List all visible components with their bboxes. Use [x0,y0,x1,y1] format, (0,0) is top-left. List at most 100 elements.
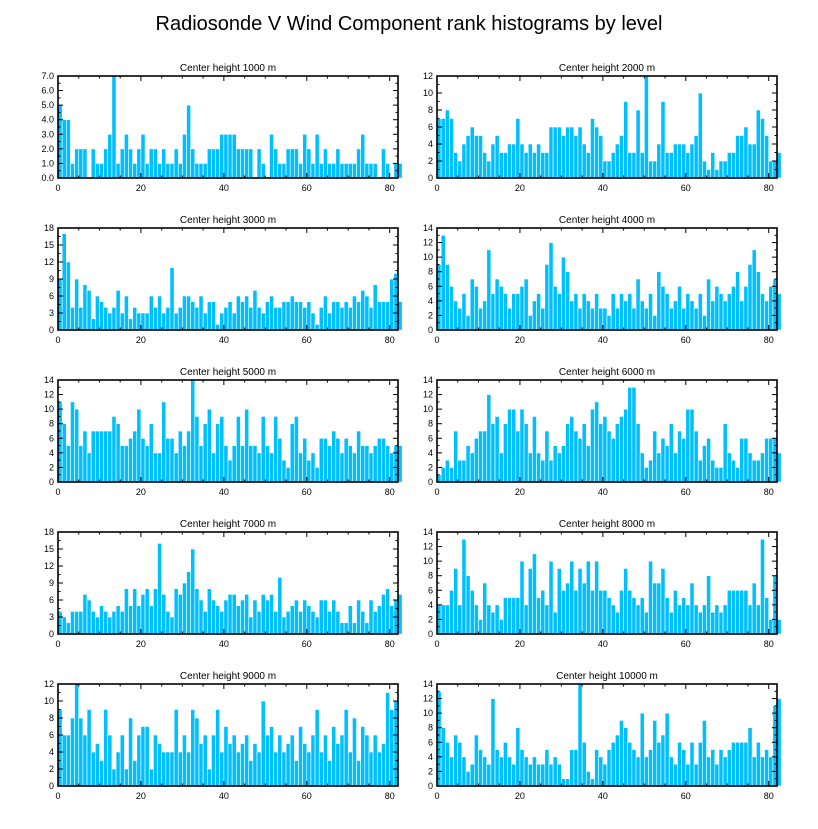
y-tick-label: 0 [428,325,433,335]
bar [389,605,395,635]
bar [360,133,366,179]
bar [339,734,345,787]
bar [490,293,496,331]
bar [231,133,237,179]
bar [585,300,591,331]
bar [198,599,204,635]
bar [515,118,521,179]
bar [731,459,736,483]
bar [194,163,200,179]
bar [244,295,250,331]
bar [227,133,233,179]
bar [677,604,682,635]
bar [99,760,104,787]
bar [494,749,500,787]
bar [310,611,316,635]
bar [107,616,113,635]
bar [673,143,678,179]
bar [82,148,88,179]
bar [289,734,295,787]
bar [755,604,761,635]
bar [310,312,316,331]
bar [548,126,554,179]
bar [536,143,541,179]
bar [82,594,88,635]
y-tick-label: 10 [423,708,433,718]
bar [519,285,525,331]
bar [465,771,471,787]
bar [215,423,221,483]
bar [523,152,529,179]
bar [231,734,237,787]
y-tick-label: 12 [423,71,433,81]
bar [722,423,728,483]
x-tick-label: 0 [434,791,439,801]
bar [352,452,357,483]
bar [339,452,345,483]
y-tick-label: 4 [428,448,433,458]
bar [693,135,699,179]
bar [490,611,496,635]
bar [561,589,566,635]
bar [331,430,337,483]
bar [706,575,711,635]
bar [668,611,674,635]
bar [482,152,488,179]
bar [635,604,641,635]
bar [244,734,250,787]
bar [623,727,629,787]
bar [482,756,488,787]
bar [289,295,295,331]
bar [95,163,100,179]
bar [227,301,233,331]
bar [269,452,274,483]
bar [173,452,179,483]
bar [190,548,196,635]
bar [743,437,749,483]
bar [103,148,109,179]
bar [78,717,84,787]
bar [107,734,113,787]
bar [381,301,386,331]
bar [74,148,80,179]
bar [660,568,666,635]
bar [527,568,533,635]
bar [115,605,121,635]
y-tick-label: 0 [428,477,433,487]
bar [449,589,454,635]
x-tick-label: 40 [598,487,608,497]
bar [165,307,171,331]
bar [289,423,295,483]
bar [289,148,295,179]
bar [231,445,237,483]
bar [602,307,608,331]
bar [223,307,229,331]
bar [503,293,508,331]
bar [99,605,104,635]
bar [115,290,121,331]
bar [710,300,716,331]
bar [206,408,212,483]
bar [335,743,341,787]
bar [614,734,620,787]
bar [735,467,740,483]
panels-group: Center height 1000 m0 20 40 60 800.01.02.03.… [41,63,782,801]
bar [507,307,512,331]
bar [190,709,196,787]
y-tick-label: 2 [428,462,433,472]
x-tick-label: 40 [219,791,229,801]
bar [144,588,150,635]
bar [453,430,459,483]
bar [614,423,620,483]
bar [372,611,378,635]
bar [70,611,75,635]
bar [95,430,100,483]
bar [614,307,620,331]
bar [644,75,649,179]
bar [148,768,154,787]
y-tick-label: 6 [428,433,433,443]
panel-title: Center height 3000 m [180,215,276,226]
bar [635,423,641,483]
bar [457,160,463,179]
